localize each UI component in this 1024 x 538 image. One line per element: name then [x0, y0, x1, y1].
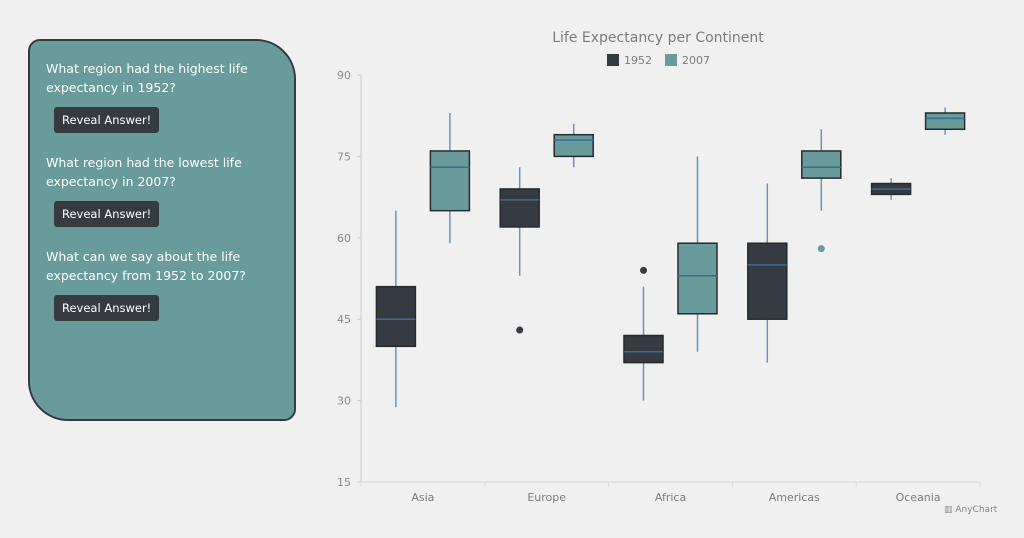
- box-1952-africa[interactable]: [623, 266, 664, 401]
- reveal-answer-button[interactable]: Reveal Answer!: [54, 201, 160, 227]
- legend-swatch[interactable]: [607, 54, 619, 66]
- x-tick-label: Africa: [655, 491, 686, 504]
- x-tick-label: Europe: [527, 491, 566, 504]
- y-tick-label: 30: [337, 395, 351, 408]
- box: [553, 133, 594, 158]
- quiz-item: What can we say about the life expectanc…: [46, 247, 278, 339]
- box: [677, 242, 718, 315]
- x-tick-label: Americas: [769, 491, 820, 504]
- box-1952-oceania[interactable]: [870, 178, 912, 200]
- legend: 1952 2007: [607, 54, 710, 67]
- reveal-answer-button[interactable]: Reveal Answer!: [54, 295, 160, 321]
- outlier-point[interactable]: [817, 245, 825, 253]
- y-tick-label: 90: [337, 69, 351, 82]
- legend-label[interactable]: 1952: [624, 54, 652, 67]
- x-tick-label: Oceania: [896, 491, 941, 504]
- y-tick-label: 15: [337, 476, 351, 489]
- box-2007-americas[interactable]: [801, 129, 842, 253]
- outlier-point[interactable]: [640, 266, 647, 274]
- box-1952-asia[interactable]: [375, 210, 417, 408]
- credit-text: AnyChart: [955, 505, 998, 515]
- box: [429, 150, 471, 212]
- x-tick-label: Asia: [411, 491, 434, 504]
- legend-swatch[interactable]: [665, 54, 677, 66]
- box: [747, 242, 788, 320]
- anychart-credit[interactable]: ▥ AnyChart: [944, 505, 998, 515]
- legend-label[interactable]: 2007: [682, 54, 710, 67]
- box-1952-americas[interactable]: [747, 183, 788, 363]
- box-2007-africa[interactable]: [677, 156, 718, 352]
- outlier-point[interactable]: [516, 326, 524, 334]
- quiz-item: What region had the highest life expecta…: [46, 59, 278, 151]
- box-2007-oceania[interactable]: [924, 107, 966, 135]
- y-tick-label: 75: [337, 150, 351, 163]
- y-tick-label: 60: [337, 232, 351, 245]
- y-tick-label: 45: [337, 313, 351, 326]
- quiz-item: What region had the lowest life expectan…: [46, 153, 278, 245]
- reveal-answer-button[interactable]: Reveal Answer!: [54, 107, 160, 133]
- chart-title: Life Expectancy per Continent: [552, 30, 764, 46]
- quiz-panel: What region had the highest life expecta…: [28, 39, 296, 421]
- box-2007-europe[interactable]: [553, 123, 594, 168]
- box: [375, 285, 417, 348]
- question-text: What region had the lowest life expectan…: [46, 155, 242, 189]
- box: [924, 112, 966, 131]
- box-1952-europe[interactable]: [499, 167, 540, 334]
- question-text: What can we say about the life expectanc…: [46, 249, 246, 283]
- box: [623, 334, 664, 364]
- box: [801, 150, 842, 179]
- box: [499, 188, 540, 228]
- question-text: What region had the highest life expecta…: [46, 61, 248, 95]
- box-2007-asia[interactable]: [429, 112, 471, 244]
